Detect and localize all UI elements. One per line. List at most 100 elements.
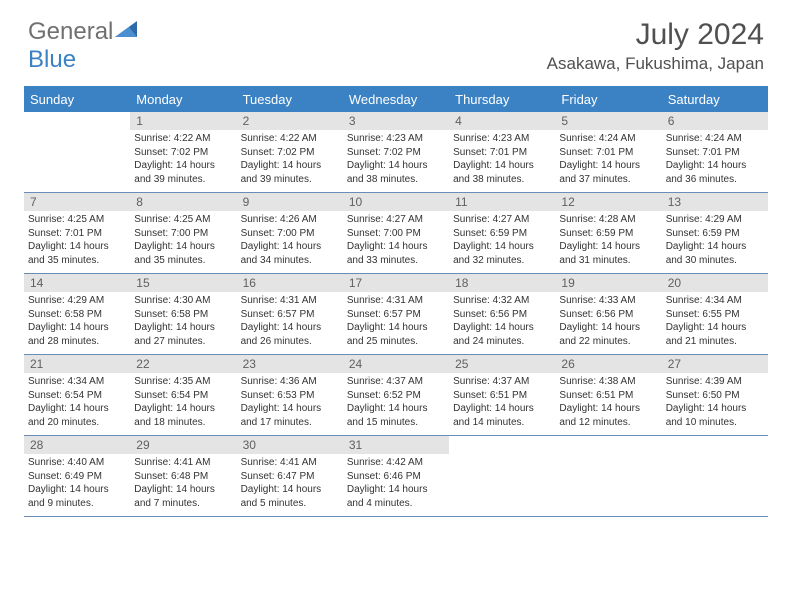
sunset-text: Sunset: 6:57 PM <box>241 308 339 322</box>
day-details: Sunrise: 4:26 AMSunset: 7:00 PMDaylight:… <box>237 211 343 271</box>
sunrise-text: Sunrise: 4:40 AM <box>28 456 126 470</box>
page-header: General July 2024 Asakawa, Fukushima, Ja… <box>0 0 792 82</box>
brand-logo: General <box>28 18 137 46</box>
dow-saturday: Saturday <box>662 88 768 112</box>
daylight-text: Daylight: 14 hours and 26 minutes. <box>241 321 339 348</box>
day-details: Sunrise: 4:27 AMSunset: 7:00 PMDaylight:… <box>343 211 449 271</box>
day-details: Sunrise: 4:38 AMSunset: 6:51 PMDaylight:… <box>555 373 661 433</box>
day-number: 7 <box>24 193 130 211</box>
day-details: Sunrise: 4:23 AMSunset: 7:02 PMDaylight:… <box>343 130 449 190</box>
sunrise-text: Sunrise: 4:29 AM <box>28 294 126 308</box>
daylight-text: Daylight: 14 hours and 31 minutes. <box>559 240 657 267</box>
sunrise-text: Sunrise: 4:22 AM <box>241 132 339 146</box>
brand-part1: General <box>28 18 113 46</box>
daylight-text: Daylight: 14 hours and 27 minutes. <box>134 321 232 348</box>
sunrise-text: Sunrise: 4:28 AM <box>559 213 657 227</box>
sunset-text: Sunset: 6:59 PM <box>666 227 764 241</box>
sunrise-text: Sunrise: 4:41 AM <box>241 456 339 470</box>
sunset-text: Sunset: 6:54 PM <box>28 389 126 403</box>
sunrise-text: Sunrise: 4:39 AM <box>666 375 764 389</box>
sunrise-text: Sunrise: 4:38 AM <box>559 375 657 389</box>
day-cell: 31Sunrise: 4:42 AMSunset: 6:46 PMDayligh… <box>343 436 449 516</box>
day-details: Sunrise: 4:28 AMSunset: 6:59 PMDaylight:… <box>555 211 661 271</box>
day-of-week-header: Sunday Monday Tuesday Wednesday Thursday… <box>24 88 768 112</box>
day-number: 29 <box>130 436 236 454</box>
day-number: 11 <box>449 193 555 211</box>
sunset-text: Sunset: 7:00 PM <box>134 227 232 241</box>
sunrise-text: Sunrise: 4:24 AM <box>559 132 657 146</box>
day-details: Sunrise: 4:30 AMSunset: 6:58 PMDaylight:… <box>130 292 236 352</box>
sunrise-text: Sunrise: 4:34 AM <box>28 375 126 389</box>
day-details: Sunrise: 4:24 AMSunset: 7:01 PMDaylight:… <box>662 130 768 190</box>
sunset-text: Sunset: 6:58 PM <box>134 308 232 322</box>
day-details: Sunrise: 4:22 AMSunset: 7:02 PMDaylight:… <box>237 130 343 190</box>
sunset-text: Sunset: 7:02 PM <box>347 146 445 160</box>
sunset-text: Sunset: 6:47 PM <box>241 470 339 484</box>
day-cell: 19Sunrise: 4:33 AMSunset: 6:56 PMDayligh… <box>555 274 661 354</box>
daylight-text: Daylight: 14 hours and 37 minutes. <box>559 159 657 186</box>
day-cell: 5 Sunrise: 4:24 AMSunset: 7:01 PMDaylight… <box>555 112 661 192</box>
daylight-text: Daylight: 14 hours and 21 minutes. <box>666 321 764 348</box>
sunrise-text: Sunrise: 4:33 AM <box>559 294 657 308</box>
day-details: Sunrise: 4:40 AMSunset: 6:49 PMDaylight:… <box>24 454 130 514</box>
day-details: Sunrise: 4:34 AMSunset: 6:55 PMDaylight:… <box>662 292 768 352</box>
day-cell: 23Sunrise: 4:36 AMSunset: 6:53 PMDayligh… <box>237 355 343 435</box>
daylight-text: Daylight: 14 hours and 38 minutes. <box>453 159 551 186</box>
sunrise-text: Sunrise: 4:25 AM <box>28 213 126 227</box>
dow-thursday: Thursday <box>449 88 555 112</box>
day-cell: 4Sunrise: 4:23 AMSunset: 7:01 PMDaylight… <box>449 112 555 192</box>
sunset-text: Sunset: 6:46 PM <box>347 470 445 484</box>
day-number: 5 <box>555 112 661 130</box>
day-number: 12 <box>555 193 661 211</box>
day-details: Sunrise: 4:25 AMSunset: 7:00 PMDaylight:… <box>130 211 236 271</box>
sunset-text: Sunset: 7:01 PM <box>28 227 126 241</box>
daylight-text: Daylight: 14 hours and 33 minutes. <box>347 240 445 267</box>
sunset-text: Sunset: 6:56 PM <box>453 308 551 322</box>
day-number: 20 <box>662 274 768 292</box>
daylight-text: Daylight: 14 hours and 39 minutes. <box>134 159 232 186</box>
day-details: Sunrise: 4:23 AMSunset: 7:01 PMDaylight:… <box>449 130 555 190</box>
day-number: 17 <box>343 274 449 292</box>
day-number: 31 <box>343 436 449 454</box>
sunrise-text: Sunrise: 4:27 AM <box>347 213 445 227</box>
day-number: 22 <box>130 355 236 373</box>
day-details: Sunrise: 4:42 AMSunset: 6:46 PMDaylight:… <box>343 454 449 514</box>
sunset-text: Sunset: 6:59 PM <box>559 227 657 241</box>
day-cell: 27Sunrise: 4:39 AMSunset: 6:50 PMDayligh… <box>662 355 768 435</box>
daylight-text: Daylight: 14 hours and 9 minutes. <box>28 483 126 510</box>
daylight-text: Daylight: 14 hours and 39 minutes. <box>241 159 339 186</box>
week-row: 14Sunrise: 4:29 AMSunset: 6:58 PMDayligh… <box>24 274 768 355</box>
dow-wednesday: Wednesday <box>343 88 449 112</box>
week-row: .1Sunrise: 4:22 AMSunset: 7:02 PMDayligh… <box>24 112 768 193</box>
day-cell: 26Sunrise: 4:38 AMSunset: 6:51 PMDayligh… <box>555 355 661 435</box>
day-cell: 11Sunrise: 4:27 AMSunset: 6:59 PMDayligh… <box>449 193 555 273</box>
day-details: Sunrise: 4:29 AMSunset: 6:58 PMDaylight:… <box>24 292 130 352</box>
sunrise-text: Sunrise: 4:24 AM <box>666 132 764 146</box>
day-cell: 22Sunrise: 4:35 AMSunset: 6:54 PMDayligh… <box>130 355 236 435</box>
sunset-text: Sunset: 6:57 PM <box>347 308 445 322</box>
day-cell: . <box>24 112 130 192</box>
day-cell: 30Sunrise: 4:41 AMSunset: 6:47 PMDayligh… <box>237 436 343 516</box>
sunset-text: Sunset: 6:52 PM <box>347 389 445 403</box>
day-number: 14 <box>24 274 130 292</box>
day-number: 2 <box>237 112 343 130</box>
daylight-text: Daylight: 14 hours and 35 minutes. <box>28 240 126 267</box>
day-number: 8 <box>130 193 236 211</box>
logo-triangle-icon <box>115 21 137 37</box>
day-cell: . <box>555 436 661 516</box>
sunrise-text: Sunrise: 4:42 AM <box>347 456 445 470</box>
sunset-text: Sunset: 7:01 PM <box>559 146 657 160</box>
day-cell: 29Sunrise: 4:41 AMSunset: 6:48 PMDayligh… <box>130 436 236 516</box>
sunrise-text: Sunrise: 4:26 AM <box>241 213 339 227</box>
day-number: 16 <box>237 274 343 292</box>
day-cell: 17Sunrise: 4:31 AMSunset: 6:57 PMDayligh… <box>343 274 449 354</box>
sunrise-text: Sunrise: 4:36 AM <box>241 375 339 389</box>
sunrise-text: Sunrise: 4:27 AM <box>453 213 551 227</box>
weeks-container: .1Sunrise: 4:22 AMSunset: 7:02 PMDayligh… <box>24 112 768 517</box>
sunset-text: Sunset: 7:01 PM <box>453 146 551 160</box>
month-title: July 2024 <box>547 18 764 52</box>
daylight-text: Daylight: 14 hours and 15 minutes. <box>347 402 445 429</box>
sunset-text: Sunset: 7:02 PM <box>241 146 339 160</box>
week-row: 21Sunrise: 4:34 AMSunset: 6:54 PMDayligh… <box>24 355 768 436</box>
daylight-text: Daylight: 14 hours and 14 minutes. <box>453 402 551 429</box>
